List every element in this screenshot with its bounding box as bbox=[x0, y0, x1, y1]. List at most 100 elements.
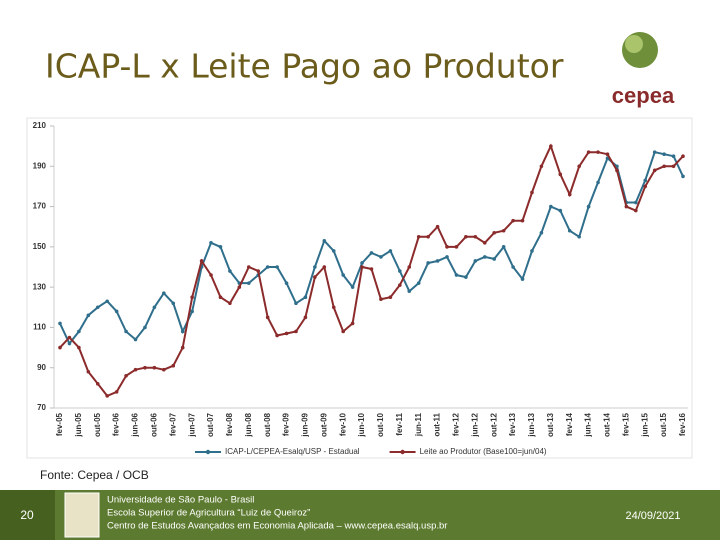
point bbox=[360, 265, 364, 269]
footer-line: Universidade de São Paulo - Brasil bbox=[107, 495, 254, 506]
point bbox=[95, 382, 100, 386]
page-box bbox=[0, 490, 55, 540]
point bbox=[313, 275, 317, 279]
point bbox=[435, 224, 440, 229]
point bbox=[331, 249, 336, 253]
point bbox=[218, 295, 223, 300]
point bbox=[407, 289, 412, 293]
point bbox=[416, 281, 421, 285]
point bbox=[492, 257, 497, 261]
point bbox=[199, 259, 204, 263]
source: Fonte: Cepea / OCB bbox=[40, 468, 149, 482]
y-tick-label: 150 bbox=[33, 242, 47, 251]
point bbox=[596, 150, 600, 154]
point bbox=[549, 204, 553, 209]
point bbox=[228, 269, 232, 273]
point bbox=[246, 281, 251, 285]
point bbox=[341, 273, 345, 277]
x-tick-label: jun-07 bbox=[187, 412, 196, 437]
point bbox=[445, 245, 449, 249]
y-tick-label: 190 bbox=[33, 161, 47, 170]
point bbox=[331, 305, 336, 310]
point bbox=[473, 259, 478, 263]
point bbox=[615, 168, 619, 173]
page-number: 20 bbox=[20, 508, 34, 522]
point bbox=[671, 154, 676, 159]
point bbox=[596, 180, 600, 185]
point bbox=[454, 273, 459, 277]
point bbox=[482, 241, 487, 245]
x-tick-label: fev-05 bbox=[55, 412, 64, 436]
legend-label: ICAP-L/CEPEA-Esalq/USP - Estadual bbox=[225, 447, 360, 456]
point bbox=[662, 164, 666, 169]
point bbox=[681, 154, 685, 159]
point bbox=[284, 281, 289, 285]
point bbox=[95, 305, 100, 310]
point bbox=[350, 285, 355, 289]
point bbox=[577, 234, 581, 239]
point bbox=[634, 200, 638, 205]
x-tick-label: out-14 bbox=[603, 412, 612, 437]
svg-text:cepea: cepea bbox=[612, 83, 675, 108]
logo: cepea bbox=[612, 32, 675, 108]
point bbox=[180, 329, 185, 334]
point bbox=[464, 234, 468, 239]
point bbox=[265, 265, 270, 269]
point bbox=[171, 301, 176, 306]
point bbox=[530, 190, 534, 195]
point bbox=[143, 325, 147, 330]
x-tick-label: jun-11 bbox=[414, 412, 423, 437]
point bbox=[482, 255, 487, 259]
point bbox=[114, 390, 119, 394]
point bbox=[558, 172, 563, 177]
x-tick-label: out-08 bbox=[263, 412, 272, 437]
point bbox=[124, 329, 128, 334]
point bbox=[388, 249, 393, 253]
x-tick-label: out-07 bbox=[206, 412, 215, 437]
point bbox=[549, 144, 553, 148]
point bbox=[190, 295, 194, 300]
point bbox=[577, 164, 581, 169]
point bbox=[86, 313, 91, 318]
point bbox=[341, 329, 345, 334]
footer-line: Escola Superior de Agricultura “Luiz de … bbox=[107, 508, 310, 519]
x-tick-label: fev-08 bbox=[225, 412, 234, 436]
point bbox=[360, 261, 364, 265]
slide-title: ICAP-L x Leite Pago ao Produtor bbox=[45, 47, 564, 86]
legend-label: Leite ao Produtor (Base100=jun/04) bbox=[420, 447, 547, 456]
point bbox=[426, 234, 430, 239]
point bbox=[303, 295, 308, 300]
point bbox=[671, 164, 676, 169]
x-tick-label: fev-14 bbox=[565, 412, 574, 436]
point bbox=[265, 315, 270, 320]
point bbox=[445, 255, 449, 259]
point bbox=[605, 152, 610, 156]
x-tick-label: out-13 bbox=[546, 412, 555, 437]
point bbox=[114, 309, 119, 314]
point bbox=[350, 321, 355, 326]
point bbox=[228, 301, 232, 306]
point bbox=[643, 184, 648, 189]
x-tick-label: fev-10 bbox=[338, 412, 347, 436]
x-tick-label: fev-07 bbox=[168, 412, 177, 436]
x-tick-label: out-15 bbox=[659, 412, 668, 437]
point bbox=[77, 329, 81, 334]
point bbox=[209, 273, 213, 277]
footer-bar bbox=[0, 490, 720, 540]
point bbox=[171, 363, 176, 368]
point bbox=[379, 255, 383, 259]
point bbox=[567, 192, 572, 197]
x-tick-label: jun-14 bbox=[584, 412, 593, 437]
point bbox=[652, 168, 657, 173]
point bbox=[398, 283, 402, 287]
point bbox=[275, 265, 279, 269]
point bbox=[152, 365, 157, 370]
point bbox=[662, 152, 666, 156]
point bbox=[388, 295, 393, 300]
x-tick-label: jun-13 bbox=[527, 412, 536, 437]
x-tick-label: fev-15 bbox=[621, 412, 630, 436]
y-tick-label: 170 bbox=[33, 202, 47, 211]
point bbox=[369, 251, 374, 255]
point bbox=[322, 239, 327, 243]
x-tick-label: jun-12 bbox=[470, 412, 479, 437]
